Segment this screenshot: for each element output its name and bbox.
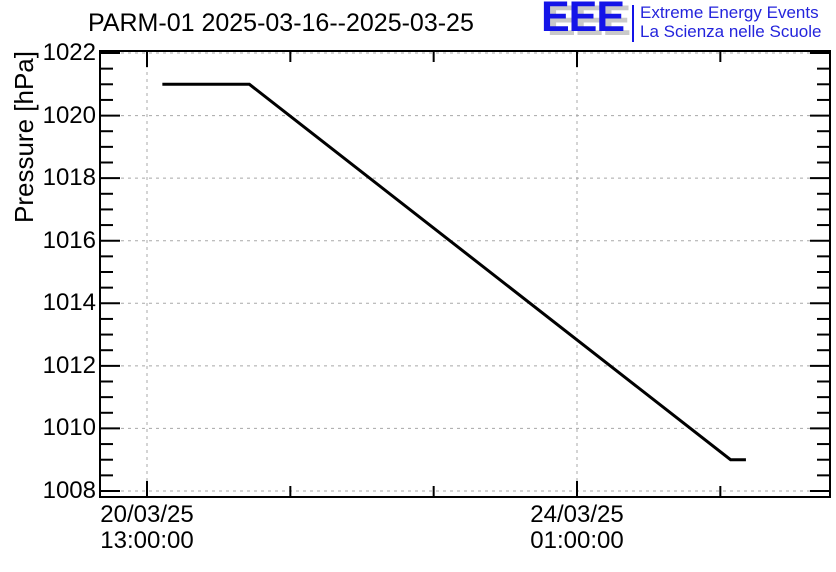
y-tick-label: 1012 [42,351,96,379]
eee-logo-line1: Extreme Energy Events [640,3,819,22]
y-tick-label: 1010 [42,414,96,442]
chart-title: PARM-01 2025-03-16--2025-03-25 [88,9,474,37]
pressure-line [162,82,746,462]
y-tick-label: 1008 [42,477,96,504]
x-tick-date: 24/03/25 [530,501,624,528]
x-tick-time: 13:00:00 [100,527,194,554]
y-tick-label: 1020 [42,101,96,129]
x-tick-date: 20/03/25 [100,501,194,528]
y-tick-label: 1022 [42,39,96,66]
frame-border [99,50,831,498]
x-tick-label: 20/03/25 13:00:00 [62,502,232,554]
eee-logo: EEE Extreme Energy Events La Scienza nel… [540,0,836,48]
eee-logo-divider [632,5,634,42]
y-tick-label: 1016 [42,226,96,254]
y-tick-label: 1018 [42,164,96,192]
eee-logo-line2: La Scienza nelle Scuole [640,22,822,41]
eee-logo-text: Extreme Energy Events La Scienza nelle S… [640,3,821,41]
x-tick-label: 24/03/25 01:00:00 [492,502,662,554]
eee-logo-acronym: EEE [541,0,625,41]
y-tick-label: 1014 [42,289,96,317]
x-tick-time: 01:00:00 [530,527,624,554]
